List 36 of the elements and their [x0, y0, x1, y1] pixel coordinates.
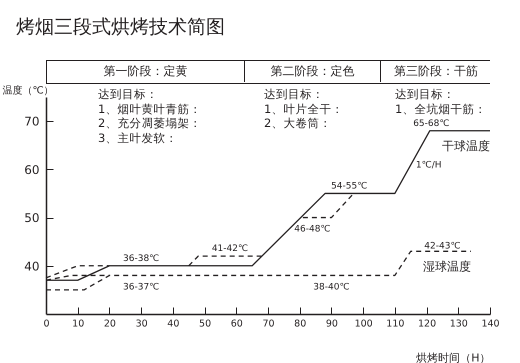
x-tick-label: 40	[167, 318, 180, 330]
annotation: 38-40℃	[313, 282, 350, 292]
annotation: 达到目标： 1、烟叶黄叶青筋： 2、充分凋萎塌架： 3、主叶发软：	[98, 87, 202, 145]
annotation: 36-37℃	[123, 282, 160, 292]
y-tick-label: 60	[24, 162, 40, 177]
annotation: 1℃/H	[416, 160, 442, 171]
annotation: 65-68℃	[413, 118, 450, 129]
y-tick-label: 40	[24, 259, 40, 274]
series-label: 湿球温度	[422, 259, 471, 274]
stage-table: 第一阶段：定黄 第二阶段：定色 第三阶段：干筋	[46, 60, 490, 84]
annotation: 54-55℃	[331, 181, 368, 192]
annotation: 达到目标： 1、全坑烟干筋：	[395, 87, 486, 116]
annotation: 达到目标： 1、叶片全干： 2、大卷筒：	[264, 87, 344, 130]
x-tick-label: 120	[418, 318, 436, 330]
series-label: 干球温度	[442, 138, 490, 153]
x-tick-label: 60	[230, 318, 243, 330]
x-tick-label: 80	[294, 318, 306, 330]
x-tick-label: 20	[104, 318, 116, 330]
x-tick-label: 90	[326, 318, 338, 330]
x-tick-label: 30	[136, 318, 148, 330]
annotation: 41-42℃	[212, 244, 248, 254]
y-tick-label: 50	[24, 211, 40, 226]
x-tick-label: 70	[262, 318, 275, 330]
x-tick-label: 10	[72, 318, 84, 330]
x-tick-label: 0	[43, 318, 50, 330]
x-tick-label: 50	[199, 318, 212, 330]
annotation: 42-43℃	[424, 241, 461, 252]
x-tick-label: 130	[450, 318, 468, 330]
x-tick-label: 140	[481, 318, 500, 330]
x-tick-label: 110	[386, 318, 404, 330]
annotation: 46-48℃	[294, 224, 331, 235]
annotation: 36-38℃	[123, 254, 160, 264]
chart-title: 烤烟三段式烘烤技术简图	[16, 15, 225, 40]
y-axis-title: 温度（℃）	[2, 84, 54, 96]
y-tick-label: 70	[24, 114, 40, 129]
x-tick-label: 100	[354, 318, 373, 330]
